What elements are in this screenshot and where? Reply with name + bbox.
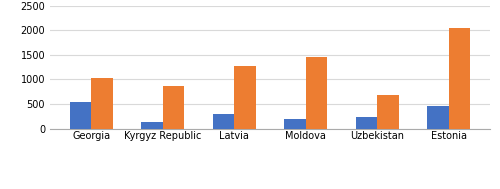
Bar [284, 119, 306, 129]
Bar [448, 28, 470, 129]
Bar [92, 78, 113, 129]
Bar [70, 102, 92, 129]
Bar [234, 66, 256, 129]
Bar [142, 122, 163, 129]
Bar [427, 106, 448, 129]
Bar [356, 117, 377, 129]
Bar [377, 95, 398, 129]
Bar [163, 86, 184, 129]
Bar [306, 57, 327, 129]
Bar [213, 114, 234, 129]
